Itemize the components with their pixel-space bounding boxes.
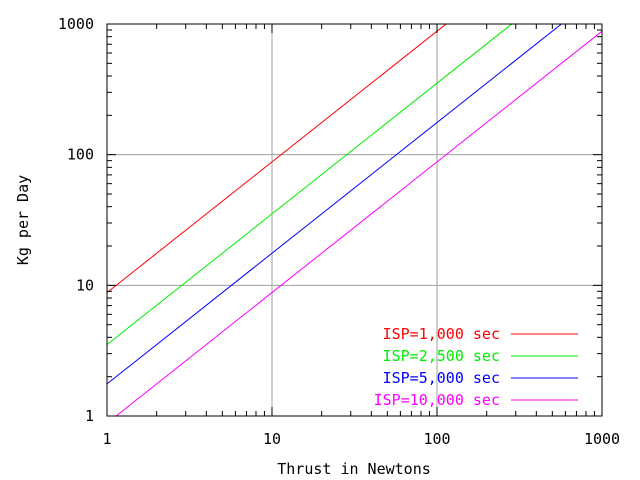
- x-tick-label: 1: [102, 430, 111, 448]
- y-tick-labels: 1 10 100 1000: [58, 15, 94, 425]
- series-lines: [107, 24, 602, 416]
- legend-label: ISP=1,000 sec: [383, 325, 500, 343]
- legend-label: ISP=2,500 sec: [383, 347, 500, 365]
- y-tick-label: 10: [76, 276, 94, 294]
- x-tick-labels: 1 10 100 1000: [102, 430, 620, 448]
- legend-label: ISP=10,000 sec: [374, 391, 500, 409]
- x-tick-label: 100: [423, 430, 450, 448]
- x-axis-label: Thrust in Newtons: [277, 460, 431, 478]
- series-line: [107, 24, 513, 345]
- series-line: [115, 30, 602, 416]
- plot-frame: [106, 23, 603, 417]
- ticks: [106, 23, 603, 417]
- grid: [107, 24, 602, 416]
- legend-label: ISP=5,000 sec: [383, 369, 500, 387]
- x-tick-label: 1000: [584, 430, 620, 448]
- y-tick-label: 1000: [58, 15, 94, 33]
- legend: ISP=1,000 sec ISP=2,500 sec ISP=5,000 sec I…: [374, 325, 578, 409]
- y-tick-label: 1: [85, 407, 94, 425]
- x-tick-label: 10: [263, 430, 281, 448]
- series-line: [107, 24, 447, 293]
- y-axis-label: Kg per Day: [14, 175, 32, 265]
- y-tick-label: 100: [67, 146, 94, 164]
- series-line: [107, 24, 563, 385]
